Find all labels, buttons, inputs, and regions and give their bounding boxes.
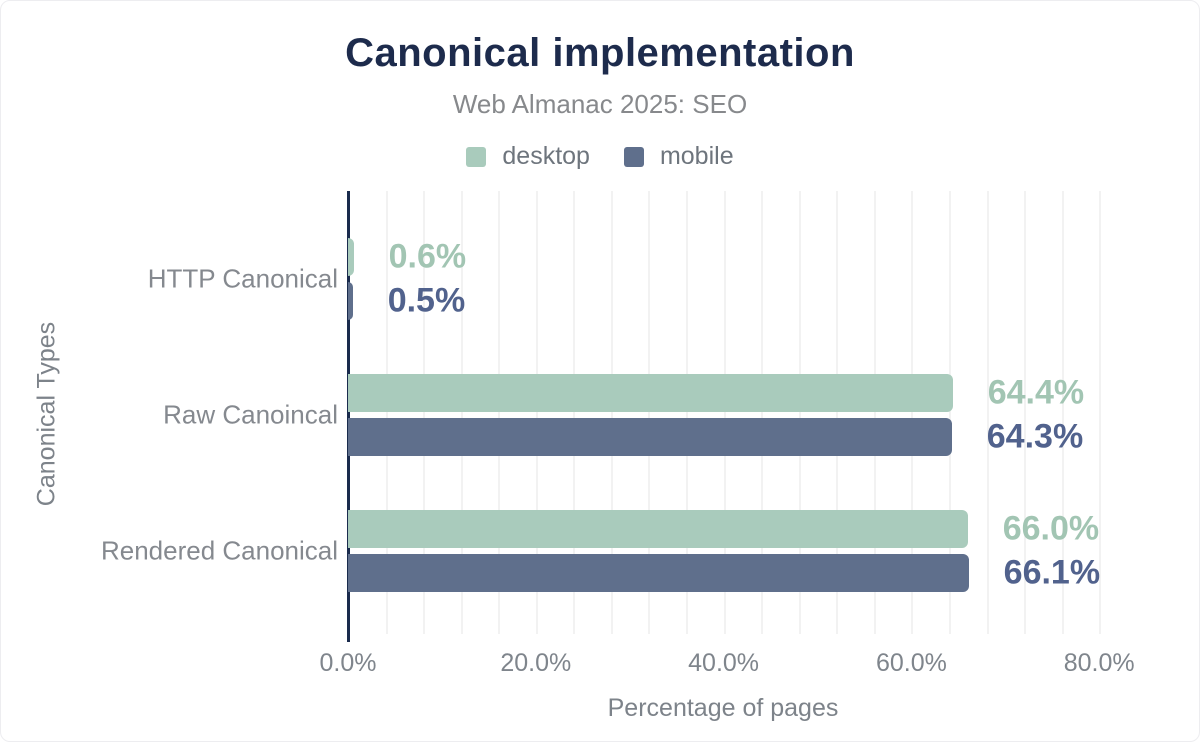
y-axis-title: Canonical Types xyxy=(32,321,61,507)
x-tick-label: 40.0% xyxy=(688,649,760,677)
gridline xyxy=(385,191,388,634)
x-tick-label: 20.0% xyxy=(500,649,572,677)
value-label-desktop-0: 0.6% xyxy=(388,237,467,276)
legend-item-desktop[interactable]: desktop xyxy=(466,142,590,171)
x-tick-label: 60.0% xyxy=(875,649,947,677)
x-axis-title: Percentage of pages xyxy=(607,694,839,722)
bar-desktop-2[interactable] xyxy=(348,510,968,548)
value-label-mobile-2: 66.1% xyxy=(1003,553,1101,592)
gridline xyxy=(423,191,426,634)
chart-subtitle: Web Almanac 2025: SEO xyxy=(452,89,748,119)
gridline xyxy=(1099,191,1102,634)
gridline xyxy=(873,191,876,634)
gridline xyxy=(498,191,501,634)
legend: desktop mobile xyxy=(1,142,1199,171)
mobile-swatch-icon xyxy=(623,146,644,167)
y-axis-line xyxy=(347,191,350,642)
bar-mobile-1[interactable] xyxy=(348,418,952,456)
gridline xyxy=(610,191,613,634)
desktop-swatch-icon xyxy=(466,146,487,167)
category-label: Rendered Canonical xyxy=(100,535,338,566)
gridline xyxy=(948,191,951,634)
gridline xyxy=(1024,191,1027,634)
x-tick-label: 80.0% xyxy=(1063,649,1135,677)
legend-label-mobile: mobile xyxy=(659,142,734,170)
gridline xyxy=(535,191,538,634)
x-tick-label: 0.0% xyxy=(319,649,377,677)
gridline xyxy=(573,191,576,634)
gridline xyxy=(686,191,689,634)
value-label-desktop-2: 66.0% xyxy=(1002,509,1100,548)
gridline xyxy=(648,191,651,634)
gridline xyxy=(911,191,914,634)
value-label-mobile-0: 0.5% xyxy=(387,281,466,320)
value-label-mobile-1: 64.3% xyxy=(986,417,1084,456)
gridline xyxy=(986,191,989,634)
gridline xyxy=(761,191,764,634)
bar-desktop-1[interactable] xyxy=(348,374,953,412)
gridline xyxy=(723,191,726,634)
gridline xyxy=(798,191,801,634)
chart-title: Canonical implementation xyxy=(345,31,855,75)
legend-label-desktop: desktop xyxy=(502,142,590,170)
value-label-desktop-1: 64.4% xyxy=(987,373,1085,412)
bar-mobile-2[interactable] xyxy=(348,554,969,592)
category-label: HTTP Canonical xyxy=(147,263,338,294)
gridline xyxy=(1061,191,1064,634)
gridline xyxy=(460,191,463,634)
legend-item-mobile[interactable]: mobile xyxy=(623,142,734,171)
gridline xyxy=(836,191,839,634)
bar-mobile-0[interactable] xyxy=(348,282,353,320)
bar-desktop-0[interactable] xyxy=(348,238,354,276)
category-label: Raw Canoincal xyxy=(163,399,338,430)
